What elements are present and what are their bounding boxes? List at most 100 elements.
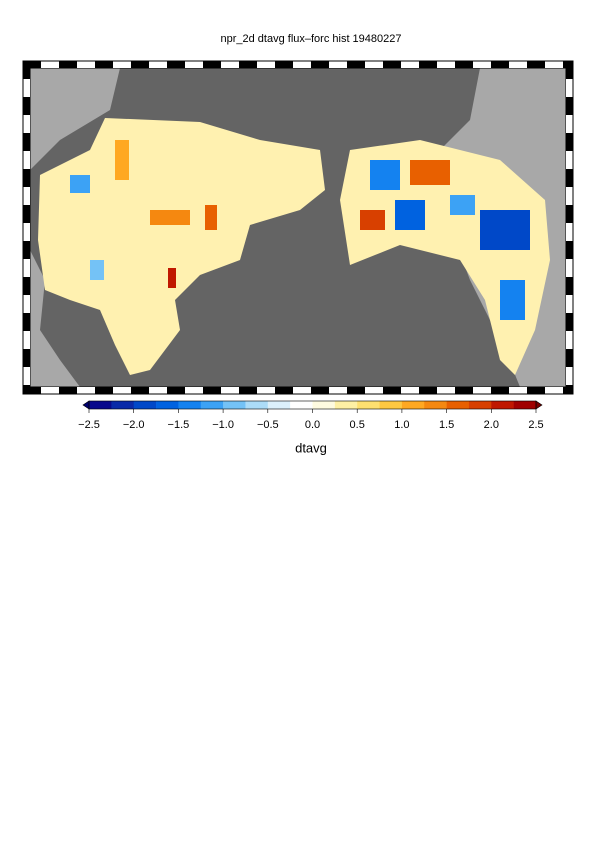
patch [90, 260, 104, 280]
border-segment [23, 61, 30, 79]
border-segment [566, 331, 573, 349]
border-segment [23, 241, 30, 259]
border-segment [131, 61, 149, 68]
border-segment [566, 187, 573, 205]
border-segment [131, 387, 149, 394]
border-segment [257, 387, 275, 394]
border-segment [293, 61, 311, 68]
border-segment [77, 61, 95, 68]
border-segment [329, 387, 347, 394]
border-segment [566, 277, 573, 295]
colorbar-band [334, 401, 358, 409]
border-segment [545, 387, 563, 394]
patch [450, 195, 475, 215]
border-segment [23, 151, 30, 169]
border-segment [23, 97, 30, 115]
border-segment [473, 387, 491, 394]
border-segment [149, 61, 167, 68]
border-segment [23, 387, 41, 394]
data-coverage-asia [38, 118, 325, 375]
border-segment [566, 313, 573, 331]
colorbar-band [290, 401, 313, 409]
land-asia [30, 68, 120, 387]
border-segment [23, 313, 30, 331]
patch [150, 210, 190, 225]
patch [205, 205, 217, 230]
border-segment [566, 241, 573, 259]
border-segment [221, 387, 239, 394]
border-segment [365, 387, 383, 394]
border-segment [509, 61, 527, 68]
border-segment [59, 387, 77, 394]
border-segment [59, 61, 77, 68]
border-segment [566, 133, 573, 151]
colorbar-band [312, 401, 336, 409]
border-segment [23, 277, 30, 295]
colorbar-label: dtavg [295, 440, 327, 455]
border-segment [23, 367, 30, 385]
colorbar-over [535, 400, 543, 410]
border-segment [383, 61, 401, 68]
border-segment [566, 205, 573, 223]
border-segment [275, 61, 293, 68]
border-segment [566, 79, 573, 97]
colorbar-tick-label: −2.0 [123, 419, 145, 431]
border-segment [566, 259, 573, 277]
border-segment [329, 61, 347, 68]
colorbar-band [89, 401, 112, 409]
border-segment [383, 387, 401, 394]
border-segment [23, 61, 41, 68]
border-segment [566, 367, 573, 385]
border-segment [566, 97, 573, 115]
colorbar-tick-label: 0.0 [305, 419, 320, 431]
border-segment [455, 61, 473, 68]
patch [500, 280, 525, 320]
border-segment [401, 61, 419, 68]
colorbar-tick-label: 0.5 [350, 419, 365, 431]
patch [480, 210, 530, 250]
border-segment [566, 295, 573, 313]
border-segment [566, 115, 573, 133]
border-segment [23, 133, 30, 151]
colorbar-band [111, 401, 134, 409]
patch [115, 140, 129, 180]
border-segment [203, 387, 221, 394]
colorbar-band [223, 401, 246, 409]
border-segment [167, 61, 185, 68]
border-segment [203, 61, 221, 68]
colorbar-band [468, 401, 492, 409]
border-segment [23, 295, 30, 313]
patch [410, 160, 450, 185]
colorbar-tick-label: 2.0 [484, 419, 499, 431]
border-segment [23, 331, 30, 349]
border-segment [455, 387, 473, 394]
border-segment [113, 387, 131, 394]
map-border [22, 60, 574, 395]
border-segment [311, 61, 329, 68]
border-segment [527, 387, 545, 394]
border-segment [167, 387, 185, 394]
map [22, 60, 574, 395]
colorbar-band [357, 401, 380, 409]
border-segment [185, 61, 203, 68]
colorbar-band [446, 401, 470, 409]
border-segment [23, 115, 30, 133]
border-segment [419, 61, 437, 68]
border-segment [23, 187, 30, 205]
border-segment [221, 61, 239, 68]
data-patches [70, 140, 530, 320]
border-segment [23, 259, 30, 277]
border-segment [23, 223, 30, 241]
border-segment [527, 61, 545, 68]
border-segment [293, 387, 311, 394]
border-segment [239, 387, 257, 394]
border-segment [185, 387, 203, 394]
colorbar-tick-label: −0.5 [257, 419, 279, 431]
border-segment [347, 61, 365, 68]
border-segment [491, 61, 509, 68]
data-coverage-america [340, 140, 550, 375]
border-segment [41, 387, 59, 394]
border-segment [275, 387, 293, 394]
